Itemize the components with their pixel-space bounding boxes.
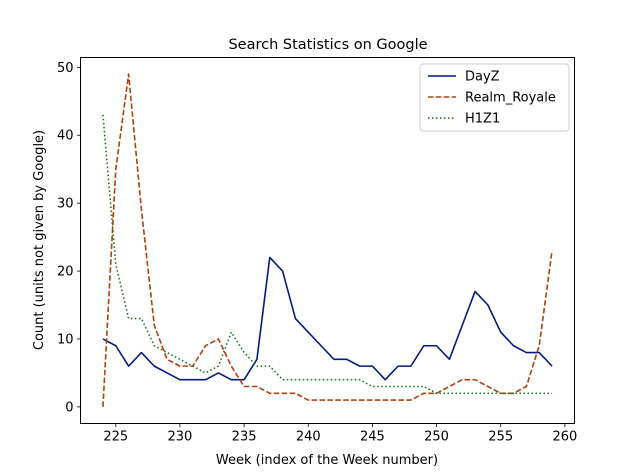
legend-label: DayZ [465, 70, 500, 85]
series-line-h1z1 [102, 114, 553, 395]
x-tick-label: 250 [424, 430, 449, 445]
x-tick-label: 225 [103, 430, 128, 445]
legend-label: Realm_Royale [465, 91, 556, 106]
series-line-dayz [102, 256, 553, 381]
x-tick-label: 230 [168, 430, 193, 445]
x-tick-label: 240 [296, 430, 321, 445]
ticks-layer: 225 230 235 240 245 250 255 260 0 10 20 30 40 50 [57, 61, 577, 445]
x-tick-label: 260 [552, 430, 577, 445]
y-tick-label: 10 [57, 332, 74, 347]
y-tick-label: 50 [57, 61, 74, 76]
axes-frame [80, 57, 575, 424]
series-line-realm-royale [102, 73, 553, 407]
x-tick-label: 235 [232, 430, 257, 445]
chart-title: Search Statistics on Google [228, 37, 427, 53]
x-tick-label: 245 [360, 430, 385, 445]
x-axis-label: Week (index of the Week number) [216, 453, 438, 468]
y-tick-label: 40 [57, 129, 74, 144]
y-tick-label: 30 [57, 197, 74, 212]
legend: DayZ Realm_Royale H1Z1 [419, 63, 570, 132]
y-tick-label: 20 [57, 265, 74, 280]
y-tick-label: 0 [65, 400, 73, 415]
x-tick-label: 255 [488, 430, 513, 445]
legend-box [419, 63, 570, 132]
series-layer [102, 73, 553, 407]
legend-label: H1Z1 [465, 112, 500, 127]
y-axis-label: Count (units not given by Google) [32, 130, 47, 350]
